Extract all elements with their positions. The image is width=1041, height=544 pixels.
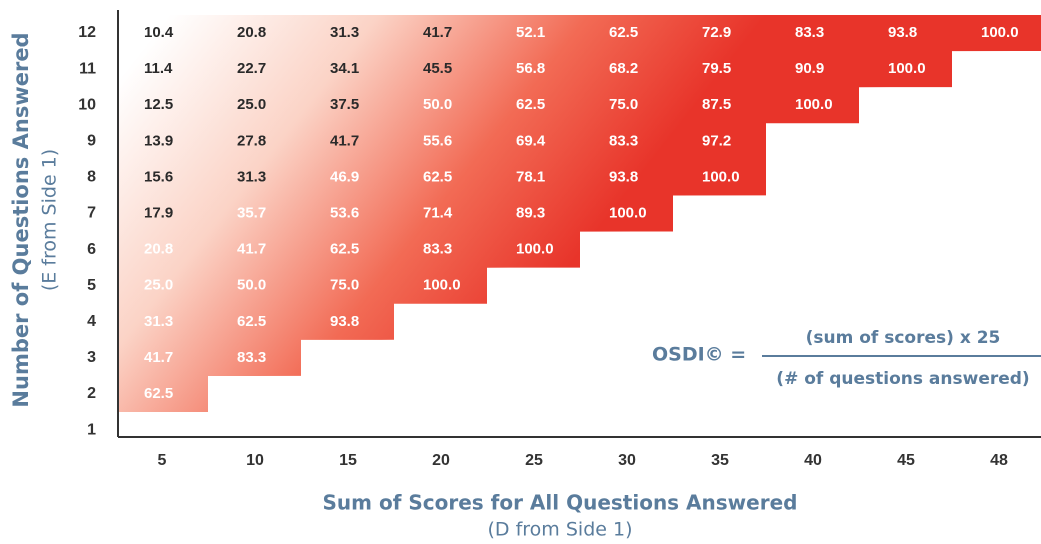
- cell-value: 52.1: [516, 24, 545, 41]
- column-label: 35: [711, 452, 729, 469]
- row-label: 3: [87, 349, 96, 366]
- cell-value: 45.5: [423, 60, 452, 77]
- cell-value: 90.9: [795, 60, 824, 77]
- cell-value: 17.9: [144, 204, 173, 221]
- cell-value: 56.8: [516, 60, 545, 77]
- cell-value: 93.8: [888, 24, 917, 41]
- cell-value: 79.5: [702, 60, 731, 77]
- x-axis-title: Sum of Scores for All Questions Answered: [323, 491, 798, 515]
- cell-value: 46.9: [330, 168, 359, 185]
- cell-value: 89.3: [516, 204, 545, 221]
- row-label: 9: [87, 133, 96, 150]
- column-label: 30: [618, 452, 636, 469]
- cell-value: 78.1: [516, 168, 545, 185]
- cell-value: 100.0: [516, 241, 554, 258]
- row-label: 8: [87, 169, 96, 186]
- cell-value: 53.6: [330, 204, 359, 221]
- formula-numerator: (sum of scores) x 25: [806, 328, 1001, 348]
- cell-value: 41.7: [144, 349, 173, 366]
- cell-value: 93.8: [330, 313, 359, 330]
- cell-value: 55.6: [423, 132, 452, 149]
- cell-value: 62.5: [144, 385, 173, 402]
- cell-value: 10.4: [144, 24, 174, 41]
- cell-value: 20.8: [237, 24, 266, 41]
- cell-value: 100.0: [888, 60, 926, 77]
- y-axis-title: Number of Questions Answered: [9, 32, 33, 407]
- cell-value: 31.3: [237, 168, 266, 185]
- cell-value: 72.9: [702, 24, 731, 41]
- row-label: 10: [78, 96, 96, 113]
- cell-value: 20.8: [144, 241, 173, 258]
- cell-value: 31.3: [144, 313, 173, 330]
- cell-value: 31.3: [330, 24, 359, 41]
- cell-value: 97.2: [702, 132, 731, 149]
- row-label: 6: [87, 241, 96, 258]
- cell-value: 83.3: [423, 241, 452, 258]
- cell-value: 27.8: [237, 132, 266, 149]
- cell-value: 71.4: [423, 204, 453, 221]
- column-label: 10: [246, 452, 264, 469]
- cell-value: 41.7: [423, 24, 452, 41]
- x-axis-subtitle: (D from Side 1): [488, 519, 633, 541]
- cell-value: 62.5: [609, 24, 638, 41]
- row-label: 1: [87, 421, 96, 438]
- column-label: 25: [525, 452, 543, 469]
- row-label: 4: [87, 313, 96, 330]
- formula-lhs: OSDI© =: [652, 344, 746, 366]
- cell-value: 93.8: [609, 168, 638, 185]
- cell-value: 41.7: [330, 132, 359, 149]
- column-label: 20: [432, 452, 450, 469]
- row-label: 5: [87, 277, 96, 294]
- cell-value: 13.9: [144, 132, 173, 149]
- cell-value: 15.6: [144, 168, 173, 185]
- cell-value: 34.1: [330, 60, 359, 77]
- column-label: 48: [990, 452, 1008, 469]
- cell-value: 25.0: [144, 277, 173, 294]
- cell-value: 37.5: [330, 96, 359, 113]
- cell-value: 25.0: [237, 96, 266, 113]
- cell-value: 50.0: [423, 96, 452, 113]
- cell-value: 75.0: [330, 277, 359, 294]
- cell-value: 62.5: [516, 96, 545, 113]
- cell-value: 12.5: [144, 96, 173, 113]
- cell-value: 50.0: [237, 277, 266, 294]
- row-label: 12: [78, 24, 96, 41]
- row-label: 11: [79, 60, 96, 77]
- column-label: 15: [339, 452, 357, 469]
- cell-value: 11.4: [144, 60, 173, 77]
- cell-value: 87.5: [702, 96, 731, 113]
- cell-value: 83.3: [609, 132, 638, 149]
- column-label: 45: [897, 452, 915, 469]
- cell-value: 100.0: [609, 204, 647, 221]
- cell-value: 35.7: [237, 204, 266, 221]
- row-label: 7: [87, 205, 96, 222]
- formula-denominator: (# of questions answered): [776, 369, 1029, 389]
- heat-staircase: [118, 15, 1041, 412]
- cell-value: 83.3: [795, 24, 824, 41]
- cell-value: 62.5: [423, 168, 452, 185]
- cell-value: 100.0: [702, 168, 740, 185]
- cell-value: 68.2: [609, 60, 638, 77]
- cell-value: 69.4: [516, 132, 546, 149]
- cell-value: 100.0: [981, 24, 1019, 41]
- y-axis-subtitle: (E from Side 1): [39, 149, 61, 291]
- cell-value: 100.0: [423, 277, 461, 294]
- cell-value: 62.5: [330, 241, 359, 258]
- cell-value: 22.7: [237, 60, 266, 77]
- cell-value: 75.0: [609, 96, 638, 113]
- column-label: 5: [158, 452, 167, 469]
- cell-value: 41.7: [237, 241, 266, 258]
- cell-value: 83.3: [237, 349, 266, 366]
- column-label: 40: [804, 452, 822, 469]
- cell-value: 62.5: [237, 313, 266, 330]
- row-label: 2: [87, 385, 96, 402]
- cell-value: 100.0: [795, 96, 833, 113]
